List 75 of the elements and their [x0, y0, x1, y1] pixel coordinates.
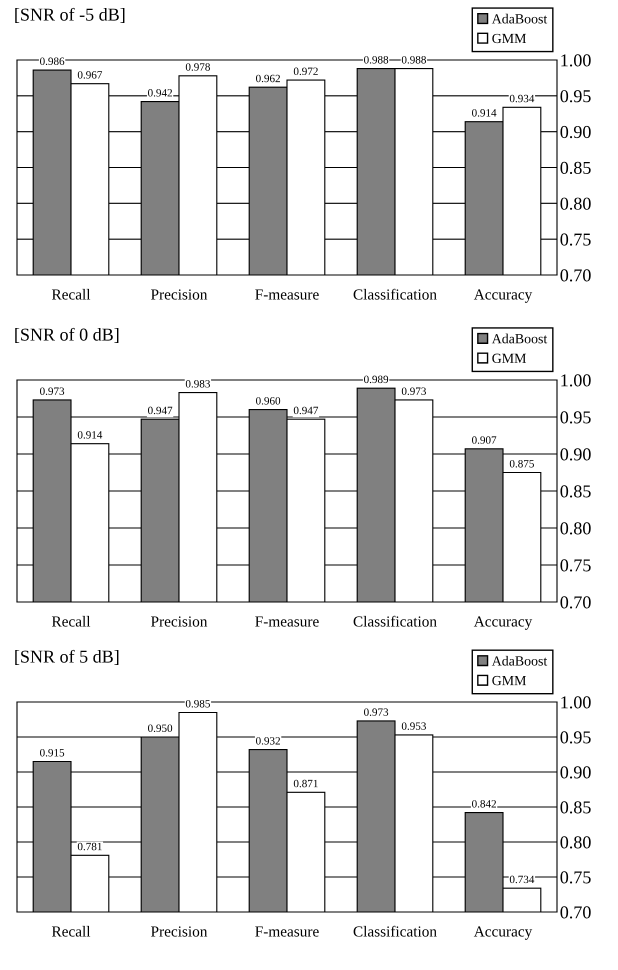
- legend-label: GMM: [492, 34, 526, 44]
- y-tick-label: 0.80: [560, 836, 591, 849]
- y-tick-label: 1.00: [561, 374, 591, 387]
- data-label: 0.988: [402, 56, 426, 64]
- data-label: 0.953: [402, 722, 426, 730]
- chart-title: [SNR of 5 dB]: [15, 650, 118, 665]
- y-tick-label: 0.95: [560, 411, 591, 424]
- y-tick-label: 0.70: [560, 596, 591, 609]
- y-tick-label: 0.80: [560, 198, 591, 210]
- x-tick-label: F-measure: [255, 926, 319, 937]
- data-label: 0.942: [148, 89, 172, 97]
- data-label: 0.914: [78, 431, 102, 439]
- data-label: 0.983: [186, 380, 210, 388]
- data-label: 0.915: [40, 748, 64, 757]
- data-label: 0.967: [78, 71, 102, 79]
- data-label: 0.947: [294, 406, 318, 414]
- y-tick-label: 0.90: [560, 448, 591, 461]
- y-tick-label: 0.95: [560, 90, 591, 102]
- y-tick-label: 0.80: [560, 522, 591, 535]
- y-tick-label: 0.75: [560, 233, 591, 246]
- legend-label: AdaBoost: [492, 14, 548, 24]
- data-label: 0.781: [78, 842, 102, 850]
- x-tick-label: Precision: [151, 926, 208, 937]
- x-tick-label: Precision: [151, 616, 208, 627]
- x-tick-label: Precision: [151, 289, 208, 300]
- data-label: 0.907: [472, 436, 496, 444]
- y-tick-label: 0.75: [560, 559, 591, 572]
- legend-label: AdaBoost: [492, 656, 548, 666]
- x-tick-label: Accuracy: [474, 616, 532, 630]
- data-label: 0.985: [186, 700, 210, 708]
- data-label: 0.947: [148, 406, 172, 414]
- chart-title: [SNR of -5 dB]: [15, 8, 124, 23]
- legend-label: GMM: [492, 354, 526, 364]
- data-label: 0.934: [510, 94, 534, 102]
- data-label: 0.972: [294, 68, 318, 76]
- x-tick-label: Accuracy: [474, 289, 532, 303]
- y-tick-label: 1.00: [561, 696, 591, 709]
- y-tick-label: 0.95: [560, 731, 591, 744]
- legend-label: GMM: [492, 676, 526, 686]
- x-tick-label: F-measure: [255, 616, 319, 627]
- data-label: 0.950: [148, 724, 172, 732]
- x-tick-label: Accuracy: [474, 926, 532, 940]
- data-label: 0.989: [364, 376, 388, 384]
- x-tick-label: Recall: [52, 616, 90, 627]
- data-label: 0.960: [256, 397, 280, 405]
- x-tick-label: Classification: [354, 926, 437, 937]
- x-tick-label: Classification: [354, 288, 437, 300]
- legend-label: AdaBoost: [492, 334, 548, 344]
- x-tick-label: Classification: [354, 616, 437, 627]
- x-tick-label: Recall: [52, 288, 90, 300]
- y-tick-label: 0.90: [560, 126, 591, 138]
- y-tick-label: 0.90: [560, 766, 591, 779]
- data-label: 0.973: [364, 708, 388, 716]
- y-tick-label: 1.00: [561, 54, 591, 67]
- y-tick-label: 0.85: [560, 485, 591, 498]
- data-label: 0.932: [256, 737, 280, 745]
- y-tick-label: 0.75: [560, 871, 591, 884]
- data-label: 0.962: [256, 74, 280, 82]
- y-tick-label: 0.70: [560, 269, 591, 282]
- chart-title: [SNR of 0 dB]: [15, 328, 118, 343]
- data-label: 0.734: [510, 876, 534, 884]
- x-tick-label: Recall: [52, 926, 90, 937]
- data-label: 0.978: [186, 63, 210, 71]
- y-tick-label: 0.70: [560, 906, 591, 919]
- data-label: 0.875: [510, 460, 534, 468]
- data-label: 0.973: [40, 387, 64, 395]
- data-label: 0.914: [472, 109, 496, 117]
- data-label: 0.988: [364, 56, 388, 64]
- data-label: 0.973: [402, 387, 426, 395]
- data-label: 0.842: [472, 800, 496, 808]
- y-tick-label: 0.85: [560, 162, 591, 174]
- x-tick-label: F-measure: [255, 289, 319, 300]
- data-label: 0.986: [40, 58, 64, 66]
- y-tick-label: 0.85: [560, 801, 591, 814]
- data-label: 0.871: [294, 780, 318, 788]
